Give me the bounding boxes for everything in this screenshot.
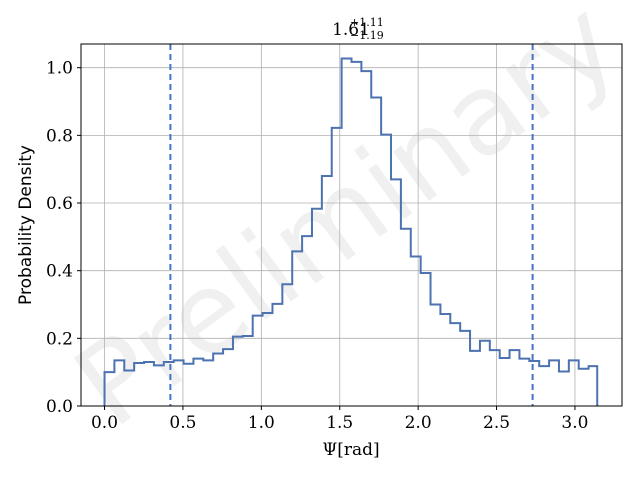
title-value: 1.61	[332, 20, 370, 40]
y-tick-label: 0.4	[46, 262, 73, 282]
y-tick-label: 0.2	[46, 329, 73, 349]
x-tick-label: 1.5	[326, 413, 353, 433]
credible-interval-lines	[169, 44, 534, 406]
y-axis-title: Probability Density	[16, 145, 36, 305]
x-tick-label: 2.0	[405, 413, 432, 433]
title-lower-error: −1.19	[350, 29, 384, 42]
x-tick-label: 3.0	[561, 413, 588, 433]
x-tick-label: 1.0	[248, 413, 275, 433]
y-tick-label: 0.8	[46, 126, 73, 146]
x-axis-title: Ψ[rad]	[322, 440, 379, 460]
histogram-step-line	[103, 57, 599, 406]
plot-frame	[80, 43, 623, 407]
y-tick-label: 0.6	[46, 194, 73, 214]
y-tick-label: 0.0	[46, 397, 73, 417]
y-axis: 0.0 0.2 0.4 0.6 0.8 1.0	[46, 59, 81, 417]
histogram	[103, 57, 599, 406]
y-tick-label: 1.0	[46, 59, 73, 79]
title-upper-error: +1.11	[350, 16, 384, 29]
chart-title: 1.61	[332, 20, 370, 40]
x-tick-label: 0.5	[169, 413, 196, 433]
x-axis: 0.0 0.5 1.0 1.5 2.0 2.5 3.0	[91, 406, 588, 433]
x-tick-label: 2.5	[483, 413, 510, 433]
x-tick-label: 0.0	[91, 413, 118, 433]
